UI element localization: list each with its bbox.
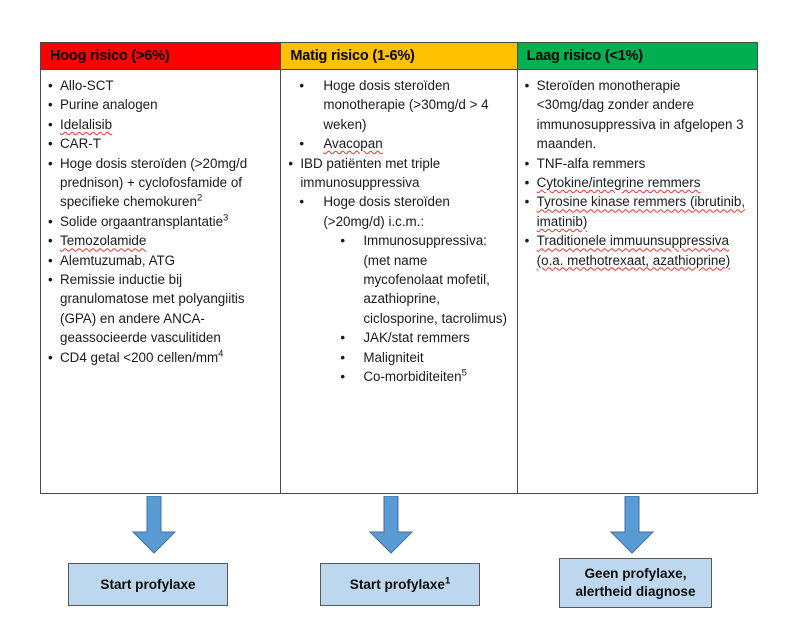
outcome-label: Geen profylaxe, alertheid diagnose [575, 566, 696, 599]
outcome-label: Start profylaxe1 [349, 574, 451, 592]
list-item: Cytokine/integrine remmers [522, 173, 751, 193]
list-item: JAK/stat remmers [323, 328, 510, 348]
list-item: CD4 getal <200 cellen/mm4 [45, 348, 274, 368]
list-item: Hoge dosis steroïden (>20mg/d) i.c.m.: I… [285, 192, 510, 386]
moderate-risk-list: Hoge dosis steroïden monotherapie (>30mg… [285, 76, 510, 387]
column-header-high-risk: Hoog risico (>6%) [41, 43, 281, 70]
list-item: IBD patiënten met triple immunosuppressi… [285, 154, 510, 193]
down-arrow-moderate-risk [368, 496, 414, 554]
list-item: Hoge dosis steroïden monotherapie (>30mg… [285, 76, 510, 134]
list-item: Co-morbiditeiten5 [323, 367, 510, 387]
outcome-box-moderate-risk: Start profylaxe1 [320, 563, 480, 606]
column-low-risk: Laag risico (<1%) Steroïden monotherapie… [517, 43, 757, 493]
column-body-low-risk: Steroïden monotherapie <30mg/dag zonder … [518, 70, 757, 493]
list-item: Remissie inductie bij granulomatose met … [45, 270, 274, 348]
list-item: Purine analogen [45, 95, 274, 115]
list-item: TNF-alfa remmers [522, 154, 751, 174]
list-item: Allo-SCT [45, 76, 274, 96]
low-risk-list: Steroïden monotherapie <30mg/dag zonder … [522, 76, 751, 270]
column-body-high-risk: Allo-SCT Purine analogen Idelalisib CAR-… [41, 70, 280, 493]
down-arrow-high-risk [131, 496, 177, 554]
risk-stratification-table: Hoog risico (>6%) Allo-SCT Purine analog… [40, 42, 758, 494]
column-header-low-risk: Laag risico (<1%) [517, 43, 757, 70]
column-body-moderate-risk: Hoge dosis steroïden monotherapie (>30mg… [281, 70, 516, 493]
list-item: CAR-T [45, 134, 274, 154]
list-item: Hoge dosis steroïden (>20mg/d prednison)… [45, 154, 274, 212]
list-item: Alemtuzumab, ATG [45, 251, 274, 271]
column-moderate-risk: Matig risico (1-6%) Hoge dosis steroïden… [281, 43, 518, 493]
list-item: Immunosuppressiva: (met name mycofenolaa… [323, 231, 510, 328]
list-item: Maligniteit [323, 348, 510, 368]
outcome-box-high-risk: Start profylaxe [68, 563, 228, 606]
moderate-risk-sublist: Immunosuppressiva: (met name mycofenolaa… [323, 231, 510, 387]
list-item: Avacopan [285, 134, 510, 154]
list-item: Idelalisib [45, 115, 274, 135]
outcome-box-low-risk: Geen profylaxe, alertheid diagnose [559, 558, 712, 608]
down-arrow-low-risk [609, 496, 655, 554]
list-item: Solide orgaantransplantatie3 [45, 212, 274, 232]
outcome-label: Start profylaxe [100, 576, 196, 592]
list-item: Traditionele immuunsuppressiva (o.a. met… [522, 231, 751, 270]
column-high-risk: Hoog risico (>6%) Allo-SCT Purine analog… [41, 43, 282, 493]
high-risk-list: Allo-SCT Purine analogen Idelalisib CAR-… [45, 76, 274, 368]
list-item: Steroïden monotherapie <30mg/dag zonder … [522, 76, 751, 154]
list-item: Temozolamide [45, 231, 274, 251]
list-item: Tyrosine kinase remmers (ibrutinib, imat… [522, 192, 751, 231]
column-header-moderate-risk: Matig risico (1-6%) [281, 43, 517, 70]
